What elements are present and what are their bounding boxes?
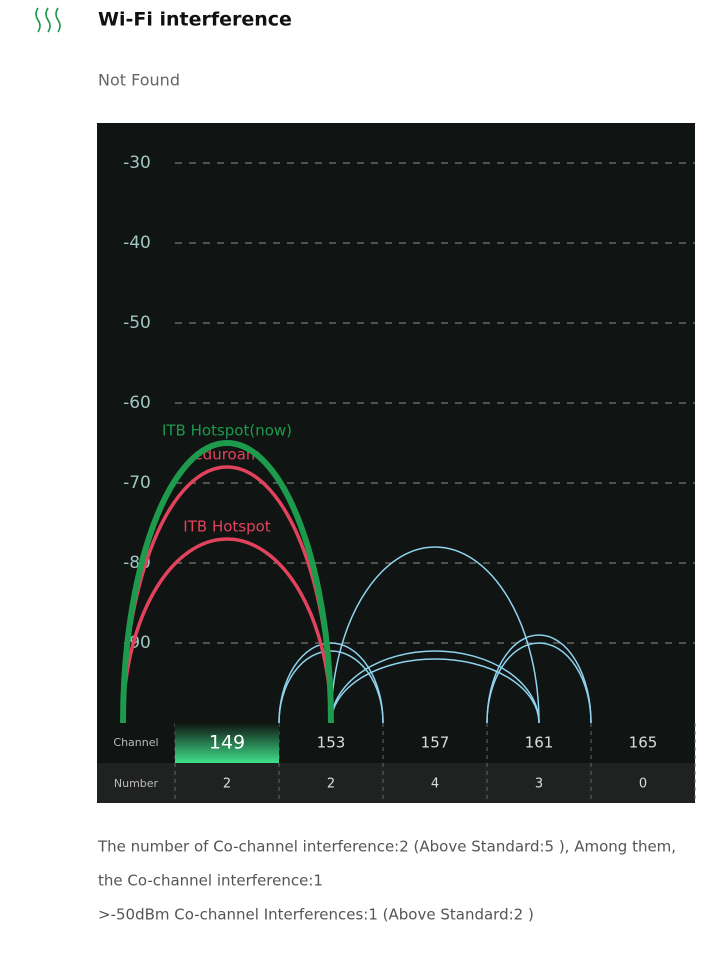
channel-count: 0	[639, 777, 647, 792]
row-label: Channel	[113, 736, 158, 749]
channel-label: 157	[421, 734, 450, 752]
network-label: ITB Hotspot	[183, 518, 270, 536]
network-arc	[121, 537, 333, 724]
network-arc	[486, 634, 592, 724]
title: Wi-Fi interference	[98, 9, 292, 31]
channel-label: 165	[629, 734, 658, 752]
y-tick-label: -50	[123, 313, 151, 333]
channel-label: 161	[525, 734, 554, 752]
chart-bg	[97, 123, 695, 803]
channel-count: 4	[431, 777, 439, 792]
wifi-icon	[35, 7, 61, 33]
y-tick-label: -30	[123, 153, 151, 173]
footer-line: The number of Co-channel interference:2 …	[97, 838, 676, 856]
channel-count: 2	[327, 777, 335, 792]
network-arc	[330, 658, 540, 724]
network-arc	[278, 642, 384, 724]
number-row-bg	[97, 763, 695, 803]
y-tick-label: -40	[123, 233, 151, 253]
network-arc	[330, 546, 540, 724]
network-label: eduroam	[193, 446, 260, 464]
y-tick-label: -70	[123, 473, 151, 493]
y-tick-label: -60	[123, 393, 151, 413]
row-label: Number	[114, 777, 159, 790]
channel-count: 2	[223, 777, 231, 792]
network-arc	[120, 440, 334, 724]
channel-label: 153	[317, 734, 346, 752]
footer-line: the Co-channel interference:1	[98, 872, 323, 890]
network-arc	[278, 650, 384, 724]
status: Not Found	[98, 71, 180, 90]
network-label: ITB Hotspot(now)	[162, 422, 292, 440]
channel-label: 149	[209, 732, 245, 754]
current-channel	[175, 723, 279, 763]
channel-count: 3	[535, 777, 543, 792]
network-arc	[330, 650, 540, 724]
network-arc	[486, 642, 592, 724]
footer-line: >-50dBm Co-channel Interferences:1 (Abov…	[98, 906, 534, 924]
